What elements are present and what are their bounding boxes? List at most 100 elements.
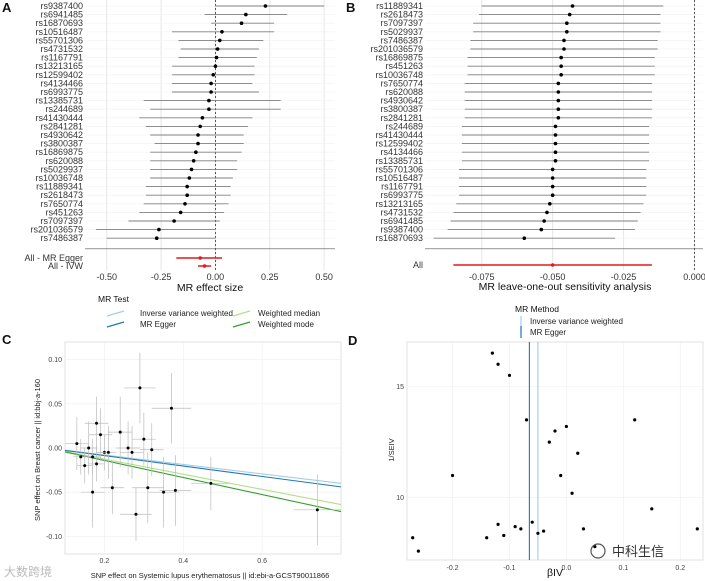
- snp-label: rs16869875: [375, 53, 423, 63]
- snp-label: rs7650774: [380, 78, 423, 88]
- panel-b-rows: [433, 4, 664, 267]
- point-rs55701306: [217, 38, 222, 43]
- snp-point: [169, 406, 173, 410]
- point-rs9387400: [263, 4, 268, 8]
- legend-wmode-swatch: [232, 321, 251, 328]
- point-rs12599402: [553, 141, 558, 146]
- panel-a-snp-labels: rs9387400rs6941485rs16870693rs10516487rs…: [24, 1, 83, 271]
- snp-label: rs4134466: [380, 147, 423, 157]
- point-rs5029937: [189, 167, 194, 172]
- snp-point: [83, 464, 87, 468]
- point-rs2841281: [198, 124, 203, 129]
- point-rs6941485: [542, 219, 546, 223]
- legend-egger-label: MR Egger: [140, 320, 176, 329]
- panel-c-ticks: 0.2 0.4 0.6 0.10 0.05 0.00 -0.05 -0.10: [46, 357, 267, 565]
- snp-point: [150, 448, 154, 452]
- watermark-logo-icon: [590, 543, 606, 559]
- panel-d-grid: [406, 341, 704, 561]
- snp-label: rs6941485: [40, 10, 83, 20]
- y-tick-label: 0.00: [48, 446, 62, 453]
- legend-wmedian-swatch: [232, 310, 251, 317]
- panel-d: D MR Method Inverse variance weighted MR…: [348, 304, 704, 579]
- snp-label: rs1167791: [41, 53, 83, 63]
- point-rs451263: [178, 210, 183, 215]
- point-rs10036748: [559, 73, 563, 77]
- snp-point: [496, 522, 500, 527]
- snp-point: [162, 490, 166, 494]
- panel-d-points: [411, 351, 699, 553]
- snp-point: [126, 446, 130, 450]
- point-rs4731532: [545, 210, 549, 215]
- point-rs5029937: [565, 30, 569, 34]
- summary-label: All - MR Egger: [24, 253, 83, 263]
- panel-a-label: A: [2, 0, 12, 15]
- snp-label: rs10036748: [375, 70, 423, 80]
- legend-egger-swatch: [106, 321, 125, 328]
- snp-point: [173, 488, 177, 492]
- panel-b-label: B: [346, 0, 355, 15]
- point-rs16869875: [194, 150, 198, 154]
- snp-label: rs2618473: [380, 10, 423, 20]
- x-tick-label: 0.50: [315, 272, 333, 282]
- snp-point: [95, 421, 99, 425]
- point-rs3800387: [556, 107, 561, 111]
- x-tick-label: 0.00: [207, 272, 225, 282]
- x-tick-label: -0.050: [540, 272, 566, 282]
- snp-label: rs6993775: [40, 87, 83, 97]
- x-tick-label: 0.6: [257, 558, 267, 565]
- panel-a-grid: [85, 0, 335, 270]
- snp-label: rs7486387: [40, 233, 83, 243]
- snp-point: [542, 529, 546, 533]
- point-rs10516487: [220, 30, 224, 34]
- snp-point: [581, 527, 586, 531]
- snp-label: rs13385731: [375, 156, 423, 166]
- panel-d-ticks: -0.2 -0.1 0.0 0.1 0.2 15 10: [396, 384, 685, 572]
- panel-d-frame: [406, 341, 704, 561]
- panel-a: A rs9387400rs6941485rs16870693rs10516487…: [2, 0, 335, 294]
- regression-line-0: [64, 449, 342, 484]
- point-rs7097397: [172, 219, 176, 223]
- summary-point-0: [198, 256, 203, 260]
- point-rs2841281: [556, 116, 561, 120]
- snp-label: rs2841281: [40, 121, 83, 131]
- summary-point-1: [202, 264, 207, 268]
- snp-point: [564, 424, 568, 429]
- snp-point: [91, 490, 95, 494]
- snp-point: [570, 491, 574, 495]
- summary-point-0: [550, 263, 555, 267]
- x-tick-label: -0.50: [96, 272, 117, 282]
- snp-point: [507, 373, 512, 377]
- panel-d-x-title: βIV: [547, 567, 563, 579]
- point-rs13213165: [213, 64, 218, 68]
- panel-d-plot-area: [407, 342, 703, 560]
- point-rs4930642: [556, 98, 561, 103]
- legend-d-ivw-label: Inverse variance weighted: [530, 317, 623, 326]
- snp-point: [633, 418, 637, 422]
- snp-point: [450, 473, 455, 478]
- snp-label: rs55701306: [35, 35, 83, 45]
- panel-b-x-title: MR leave-one-out sensitivity analysis: [479, 281, 652, 293]
- snp-label: rs41430444: [35, 113, 83, 123]
- snp-label: rs201036579: [30, 225, 83, 235]
- snp-point: [524, 418, 529, 422]
- snp-label: rs620088: [45, 156, 83, 166]
- x-tick-label: -0.075: [469, 272, 495, 282]
- point-rs11889341: [570, 4, 575, 8]
- point-rs451263: [559, 64, 563, 68]
- snp-label: rs244689: [385, 121, 423, 131]
- snp-point: [118, 430, 122, 434]
- snp-point: [695, 527, 699, 531]
- snp-label: rs5029937: [380, 27, 423, 37]
- panel-a-x-title: MR effect size: [177, 282, 243, 294]
- snp-label: rs7097397: [40, 216, 83, 226]
- snp-point: [547, 440, 551, 444]
- snp-label: rs7097397: [380, 18, 423, 28]
- snp-label: rs12599402: [35, 70, 83, 80]
- legend-d-egger-label: MR Egger: [530, 328, 566, 337]
- snp-point: [416, 549, 420, 553]
- point-rs244689: [207, 107, 211, 111]
- snp-label: rs13213165: [375, 199, 423, 209]
- watermark-right-text: 中科生信: [612, 544, 664, 559]
- snp-label: rs10516487: [35, 27, 83, 37]
